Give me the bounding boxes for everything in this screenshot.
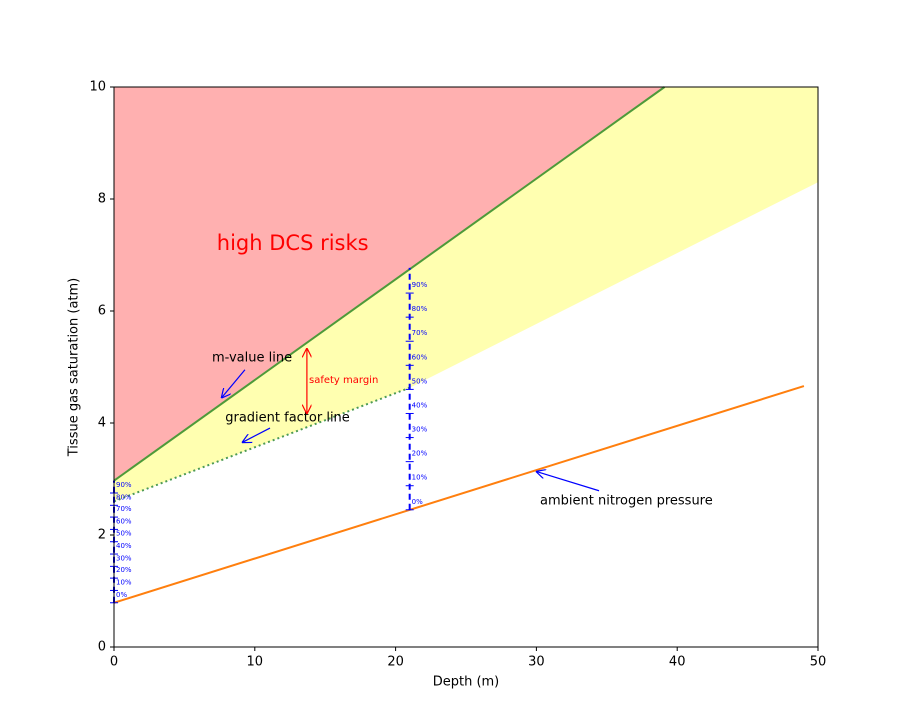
annotation-arrow [537, 472, 600, 492]
annotation: high DCS risks [217, 231, 369, 255]
x-tick-label: 10 [247, 655, 264, 670]
scale-label: 20% [116, 566, 132, 574]
y-tick-label: 10 [89, 80, 106, 95]
fill-area [114, 87, 818, 502]
scale-label: 0% [412, 498, 423, 506]
scale-label: 10% [412, 474, 428, 482]
scale-label: 90% [412, 281, 428, 289]
annotation: gradient factor line [225, 410, 350, 425]
y-tick-label: 8 [98, 192, 106, 207]
scale-label: 80% [412, 305, 428, 313]
y-tick-label: 0 [98, 640, 106, 655]
y-tick-label: 2 [98, 528, 106, 543]
scale-label: 60% [412, 353, 428, 361]
y-tick-label: 4 [98, 416, 106, 431]
x-tick-label: 50 [810, 655, 827, 670]
annotation: m-value line [212, 351, 292, 366]
scale-label: 40% [116, 542, 132, 550]
scale-label: 50% [412, 377, 428, 385]
x-tick-label: 40 [669, 655, 686, 670]
scale-label: 10% [116, 578, 132, 586]
y-tick-label: 6 [98, 304, 106, 319]
scale-label: 60% [116, 517, 132, 525]
annotation: ambient nitrogen pressure [540, 493, 713, 508]
x-axis-label: Depth (m) [433, 675, 500, 690]
plot-frame [113, 86, 819, 648]
scale-label: 40% [412, 401, 428, 409]
scale-label: 70% [116, 505, 132, 513]
x-tick-label: 30 [528, 655, 545, 670]
line [113, 86, 666, 482]
scale-label: 20% [412, 450, 428, 458]
scale-label: 0% [116, 591, 127, 599]
y-axis-label: Tissue gas saturation (atm) [67, 278, 82, 457]
annotation: safety margin [309, 375, 378, 386]
x-tick-label: 0 [110, 655, 118, 670]
scale-label: 50% [116, 530, 132, 538]
x-tick-label: 20 [387, 655, 404, 670]
annotation-arrow [222, 369, 246, 397]
scale-label: 80% [116, 493, 132, 501]
scale-label: 30% [116, 554, 132, 562]
annotation-arrow [243, 427, 271, 442]
line [113, 385, 805, 604]
scale-label: 30% [412, 426, 428, 434]
scale-label: 70% [412, 329, 428, 337]
scale-label: 90% [116, 481, 132, 489]
